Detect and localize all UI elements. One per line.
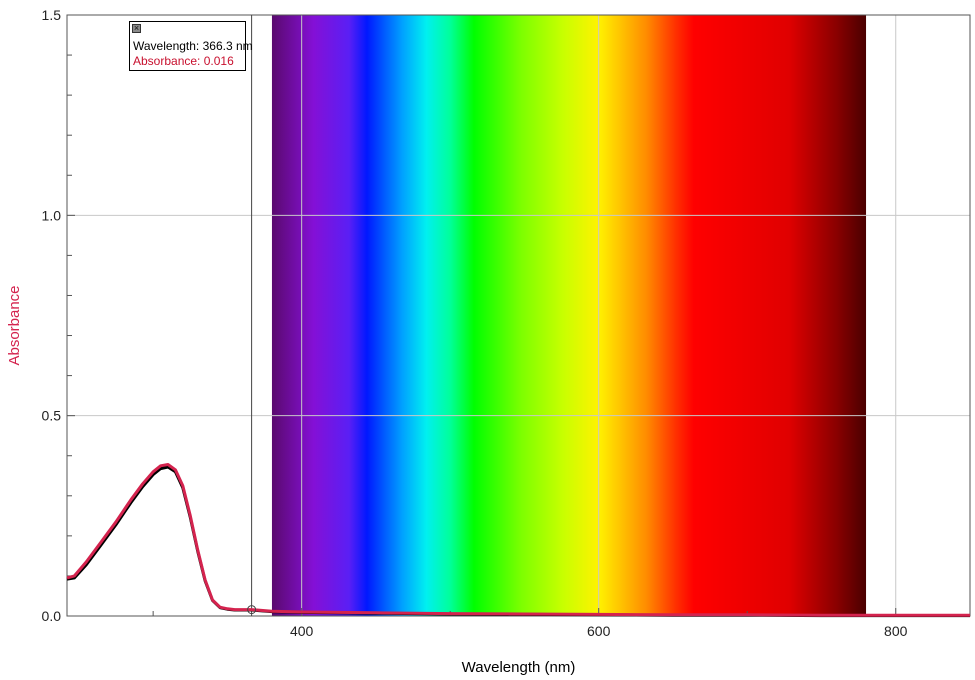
absorbance-line-red xyxy=(66,463,970,617)
tick-labels: 400 600 800 0.0 0.5 1.0 1.5 xyxy=(42,7,908,639)
close-icon[interactable]: × xyxy=(132,23,141,33)
x-tick-label: 600 xyxy=(587,623,611,639)
y-tick-label: 1.5 xyxy=(42,7,62,23)
wavelength-readout: Wavelength: 366.3 nm xyxy=(133,39,253,53)
x-axis-title: Wavelength (nm) xyxy=(462,659,576,676)
y-tick-label: 1.0 xyxy=(42,207,62,223)
visible-spectrum-band xyxy=(271,15,867,616)
y-tick-label: 0.0 xyxy=(42,608,62,624)
absorbance-readout: Absorbance: 0.016 xyxy=(133,54,234,68)
data-series xyxy=(66,463,970,618)
cursor-readout-box[interactable]: × Wavelength: 366.3 nm Absorbance: 0.016 xyxy=(129,21,253,71)
x-tick-label: 800 xyxy=(884,623,908,639)
y-axis-title: Absorbance xyxy=(6,285,23,365)
y-tick-label: 0.5 xyxy=(42,408,62,424)
cursor-marker[interactable] xyxy=(247,605,257,615)
plot-frame xyxy=(66,14,971,617)
x-tick-label: 400 xyxy=(290,623,314,639)
